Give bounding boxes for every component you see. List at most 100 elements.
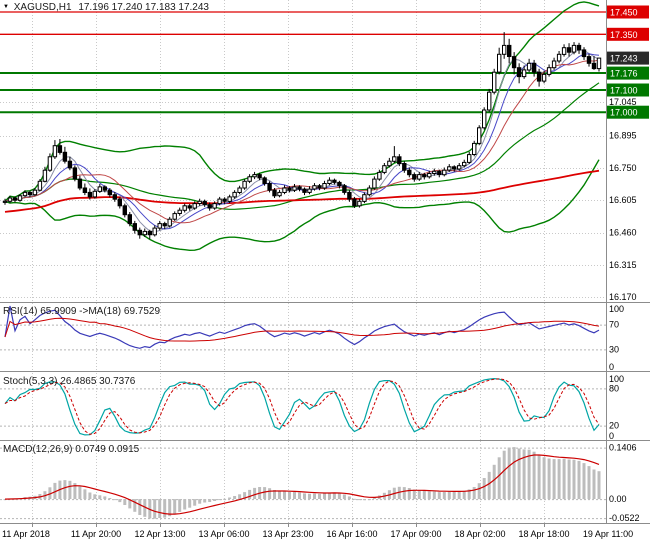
macd-histogram-bar [447,491,451,499]
candle-body [467,154,472,163]
macd-histogram-bar [68,480,72,499]
candle-body [47,156,53,171]
candle-body [556,53,562,62]
price-box-current-price [607,51,649,65]
candle-body [541,73,547,82]
macd-scale-label: 0.1406 [609,443,637,453]
candle-body [452,166,457,170]
rsi-indicator-label: RSI(14) 65.9909 ->MA(18) 69.7529 [3,306,161,317]
candle-body [192,203,197,209]
candle-body [222,198,227,202]
candle-body [482,109,487,129]
macd-histogram-bar [332,492,336,500]
candle-body [367,187,372,196]
macd-histogram-bar [497,457,501,500]
candle-body [561,47,567,55]
macd-signal-line [4,454,600,515]
price-box-support [607,83,649,97]
rsi-scale-label: 100 [609,304,624,314]
candle-body [37,180,43,191]
slow-ma-line [4,169,600,213]
candle-body [297,186,302,190]
macd-histogram-bar [178,499,182,512]
macd-indicator-label: MACD(12,26,9) 0.0749 0.0915 [3,444,140,455]
candle-body [27,191,33,196]
macd-histogram-bar [582,463,586,500]
candle-body [507,44,512,58]
candle-body [357,200,362,207]
time-axis-label: 18 Apr 18:00 [518,529,569,539]
candle-body [82,187,88,193]
candle-body [257,174,262,179]
candle-body [157,223,162,229]
candle-body [566,47,572,53]
candle-body [207,204,212,209]
macd-histogram-bar [452,491,456,500]
time-axis-label: 17 Apr 09:00 [390,529,441,539]
stoch-scale-label: 100 [609,374,624,384]
macd-histogram-bar [507,447,511,499]
macd-histogram-bar [552,459,556,500]
candle-body [272,189,277,197]
macd-histogram-bar [417,490,421,499]
macd-histogram-bar [183,499,187,510]
candle-body [247,176,252,182]
price-scale-label: 16.460 [609,228,637,238]
macd-histogram-bar [367,499,371,501]
time-axis-label: 18 Apr 02:00 [454,529,505,539]
macd-histogram-bar [372,497,376,499]
candle-body [52,145,58,158]
price-box-label: 17.243 [610,54,638,64]
candle-body [596,57,602,70]
candle-body [107,189,112,196]
candle-body [287,187,292,191]
macd-histogram-bar [113,499,117,501]
candle-body [497,53,502,73]
candle-body [22,191,28,197]
macd-scale-label: 0.00 [609,494,627,504]
candle-body [546,67,552,75]
macd-histogram-bar [288,491,291,500]
price-scale-label: 16.605 [609,195,637,205]
candle-body [387,160,392,167]
macd-histogram-bar [253,487,257,499]
candle-body [212,203,217,209]
macd-histogram-bar [412,489,416,500]
macd-histogram-bar [158,499,162,518]
macd-histogram-bar [138,499,142,515]
time-axis[interactable]: 11 Apr 2018 11 Apr 20:00 12 Apr 13:00 13 Ap… [2,524,633,539]
price-scale[interactable]: 17.045 16.895 16.750 16.605 16.460 16.315 16.1… [607,5,649,524]
macd-histogram-bar [228,497,232,499]
candle-body [332,179,337,183]
candle-body [342,185,347,193]
macd-histogram-bar [308,493,311,499]
macd-histogram-bar [542,457,546,500]
macd-histogram-bar [218,499,222,501]
macd-histogram-bar [168,499,172,517]
macd-histogram-bar [248,489,252,500]
candles-series [2,32,602,240]
stoch-k-line [4,377,600,436]
macd-histogram-bar [118,499,122,503]
macd-histogram-bar [547,458,551,500]
macd-histogram-bar [567,459,571,499]
candle-body [337,181,342,187]
price-scale-label: 16.170 [609,292,637,302]
macd-histogram-bar [233,496,237,500]
macd-histogram-bar [442,492,446,499]
macd-histogram-bar [422,491,426,499]
stoch-scale-label: 20 [609,421,619,431]
macd-histogram-bar [402,487,406,500]
macd-histogram-bar [437,492,441,500]
macd-histogram-bar [323,493,326,499]
macd-histogram-bar [472,487,476,500]
candle-body [511,56,517,69]
time-axis-label: 16 Apr 16:00 [326,529,377,539]
macd-histogram-bar [502,450,506,500]
price-box-resistance [607,27,649,41]
macd-histogram-bar [557,459,561,499]
macd-histogram-bar [188,499,192,508]
